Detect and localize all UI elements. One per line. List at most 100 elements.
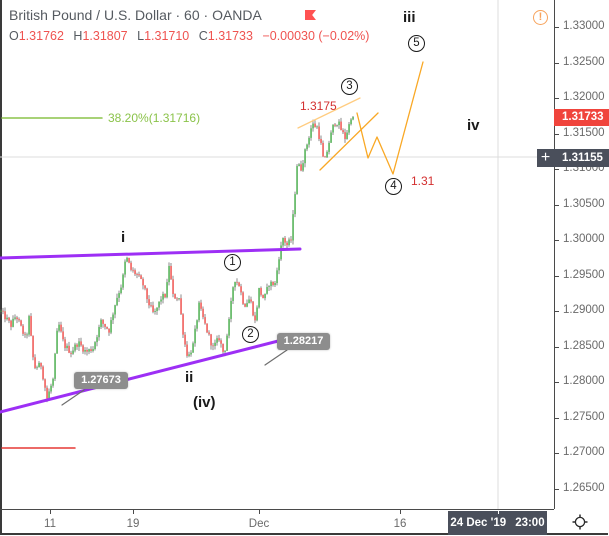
candle-body: [172, 279, 174, 294]
tag-pointer-lower[interactable]: [61, 389, 85, 406]
low-label: L: [137, 29, 145, 43]
candle-body: [76, 344, 78, 347]
wave-label-ii: ii: [185, 369, 194, 386]
price-tick-mark: [555, 346, 559, 348]
candle-body: [334, 124, 336, 126]
price-tick-label: 1.29500: [563, 268, 605, 281]
price-tag-lower[interactable]: 1.27673: [74, 372, 128, 389]
candle-body: [230, 300, 232, 319]
candle-body: [150, 305, 152, 307]
candle-body: [22, 325, 24, 334]
candle-body: [20, 320, 22, 326]
low-value: 1.31710: [144, 29, 190, 43]
candle-body: [338, 121, 340, 126]
candle-body: [90, 349, 92, 351]
price-tick-mark: [555, 240, 559, 241]
gear-icon[interactable]: [571, 513, 589, 531]
price-tick-label: 1.26500: [563, 481, 605, 494]
candle-body: [224, 350, 226, 352]
candle-body: [222, 343, 224, 352]
channel-upper-line[interactable]: [297, 97, 361, 129]
channel-lower-line[interactable]: [319, 112, 379, 171]
candle-body: [104, 323, 106, 327]
price-tick-mark: [555, 382, 559, 383]
high-value: 1.31807: [82, 29, 128, 43]
price-tick-label: 1.31500: [563, 126, 605, 139]
candle-body: [126, 257, 128, 262]
candle-body: [118, 293, 120, 298]
candle-body: [276, 270, 278, 284]
candle-body: [348, 124, 350, 133]
candle-body: [116, 297, 118, 306]
candle-body: [218, 338, 220, 341]
candle-body: [190, 352, 192, 355]
candle-body: [346, 132, 348, 139]
close-label: C: [198, 29, 208, 43]
candle-body: [300, 164, 302, 171]
candle-body: [294, 194, 296, 215]
warning-circle-icon[interactable]: !: [533, 10, 548, 25]
open-value: 1.31762: [18, 29, 64, 43]
candle-body: [272, 281, 274, 286]
candle-body: [18, 319, 20, 321]
tag-pointer-upper[interactable]: [264, 349, 288, 366]
candles: [0, 115, 354, 403]
candle-body: [310, 128, 312, 138]
price-axis[interactable]: 1.33000 1.32500 1.32000 1.31500 1.31000 1.305…: [554, 0, 609, 509]
candle-body: [146, 288, 148, 300]
candle-body: [234, 281, 236, 288]
candle-body: [42, 366, 44, 380]
candle-body: [180, 298, 182, 315]
candle-body: [198, 302, 200, 321]
candle-body: [262, 294, 264, 299]
candle-body: [288, 239, 290, 246]
price-tick-mark: [555, 417, 559, 419]
candle-body: [72, 350, 74, 354]
time-tick-mark: [50, 510, 51, 514]
candle-body: [188, 354, 190, 356]
wave-label-iv: iv: [467, 117, 480, 134]
price-tick-label: 1.27000: [563, 446, 605, 458]
candle-body: [96, 337, 98, 343]
candle-body: [342, 130, 344, 133]
candle-body: [278, 259, 280, 271]
red-flag-icon[interactable]: [305, 10, 316, 20]
candle-body: [24, 333, 26, 335]
candle-body: [136, 274, 138, 275]
candle-body: [144, 285, 146, 289]
candle-body: [264, 293, 266, 299]
candle-body: [68, 345, 70, 353]
wave-3-high-note: 1.3175: [300, 99, 337, 113]
candle-body: [296, 166, 298, 195]
candle-body: [84, 349, 86, 352]
candle-body: [286, 242, 288, 246]
candle-body: [308, 137, 310, 145]
candle-body: [238, 282, 240, 287]
candle-body: [92, 349, 94, 351]
candle-body: [192, 343, 194, 353]
price-tag-upper[interactable]: 1.28217: [277, 333, 330, 350]
candle-body: [74, 344, 76, 351]
candle-body: [302, 163, 304, 171]
chart-canvas[interactable]: [0, 0, 554, 509]
candle-body: [130, 262, 132, 270]
lower-trendline[interactable]: [0, 337, 288, 414]
price-tick-mark: [555, 133, 559, 135]
upper-trendline[interactable]: [0, 247, 302, 260]
candle-body: [6, 317, 8, 320]
projection-path[interactable]: [356, 61, 424, 175]
price-tick-mark: [555, 62, 559, 64]
candle-body: [60, 324, 62, 332]
candle-body: [124, 261, 126, 275]
candle-body: [32, 335, 34, 358]
symbol-title[interactable]: British Pound / U.S. Dollar · 60 · OANDA: [9, 7, 262, 23]
candle-body: [244, 303, 246, 307]
candle-body: [80, 341, 82, 346]
add-alert-plus-icon[interactable]: +: [537, 149, 554, 167]
candle-body: [34, 357, 36, 369]
candle-body: [266, 287, 268, 294]
candle-body: [246, 303, 248, 307]
time-axis[interactable]: 16 Dec 19 11 24 Dec '19 23:00: [0, 509, 554, 536]
high-label: H: [73, 29, 83, 43]
crosshair-time-label: 24 Dec '19 23:00: [448, 511, 547, 535]
